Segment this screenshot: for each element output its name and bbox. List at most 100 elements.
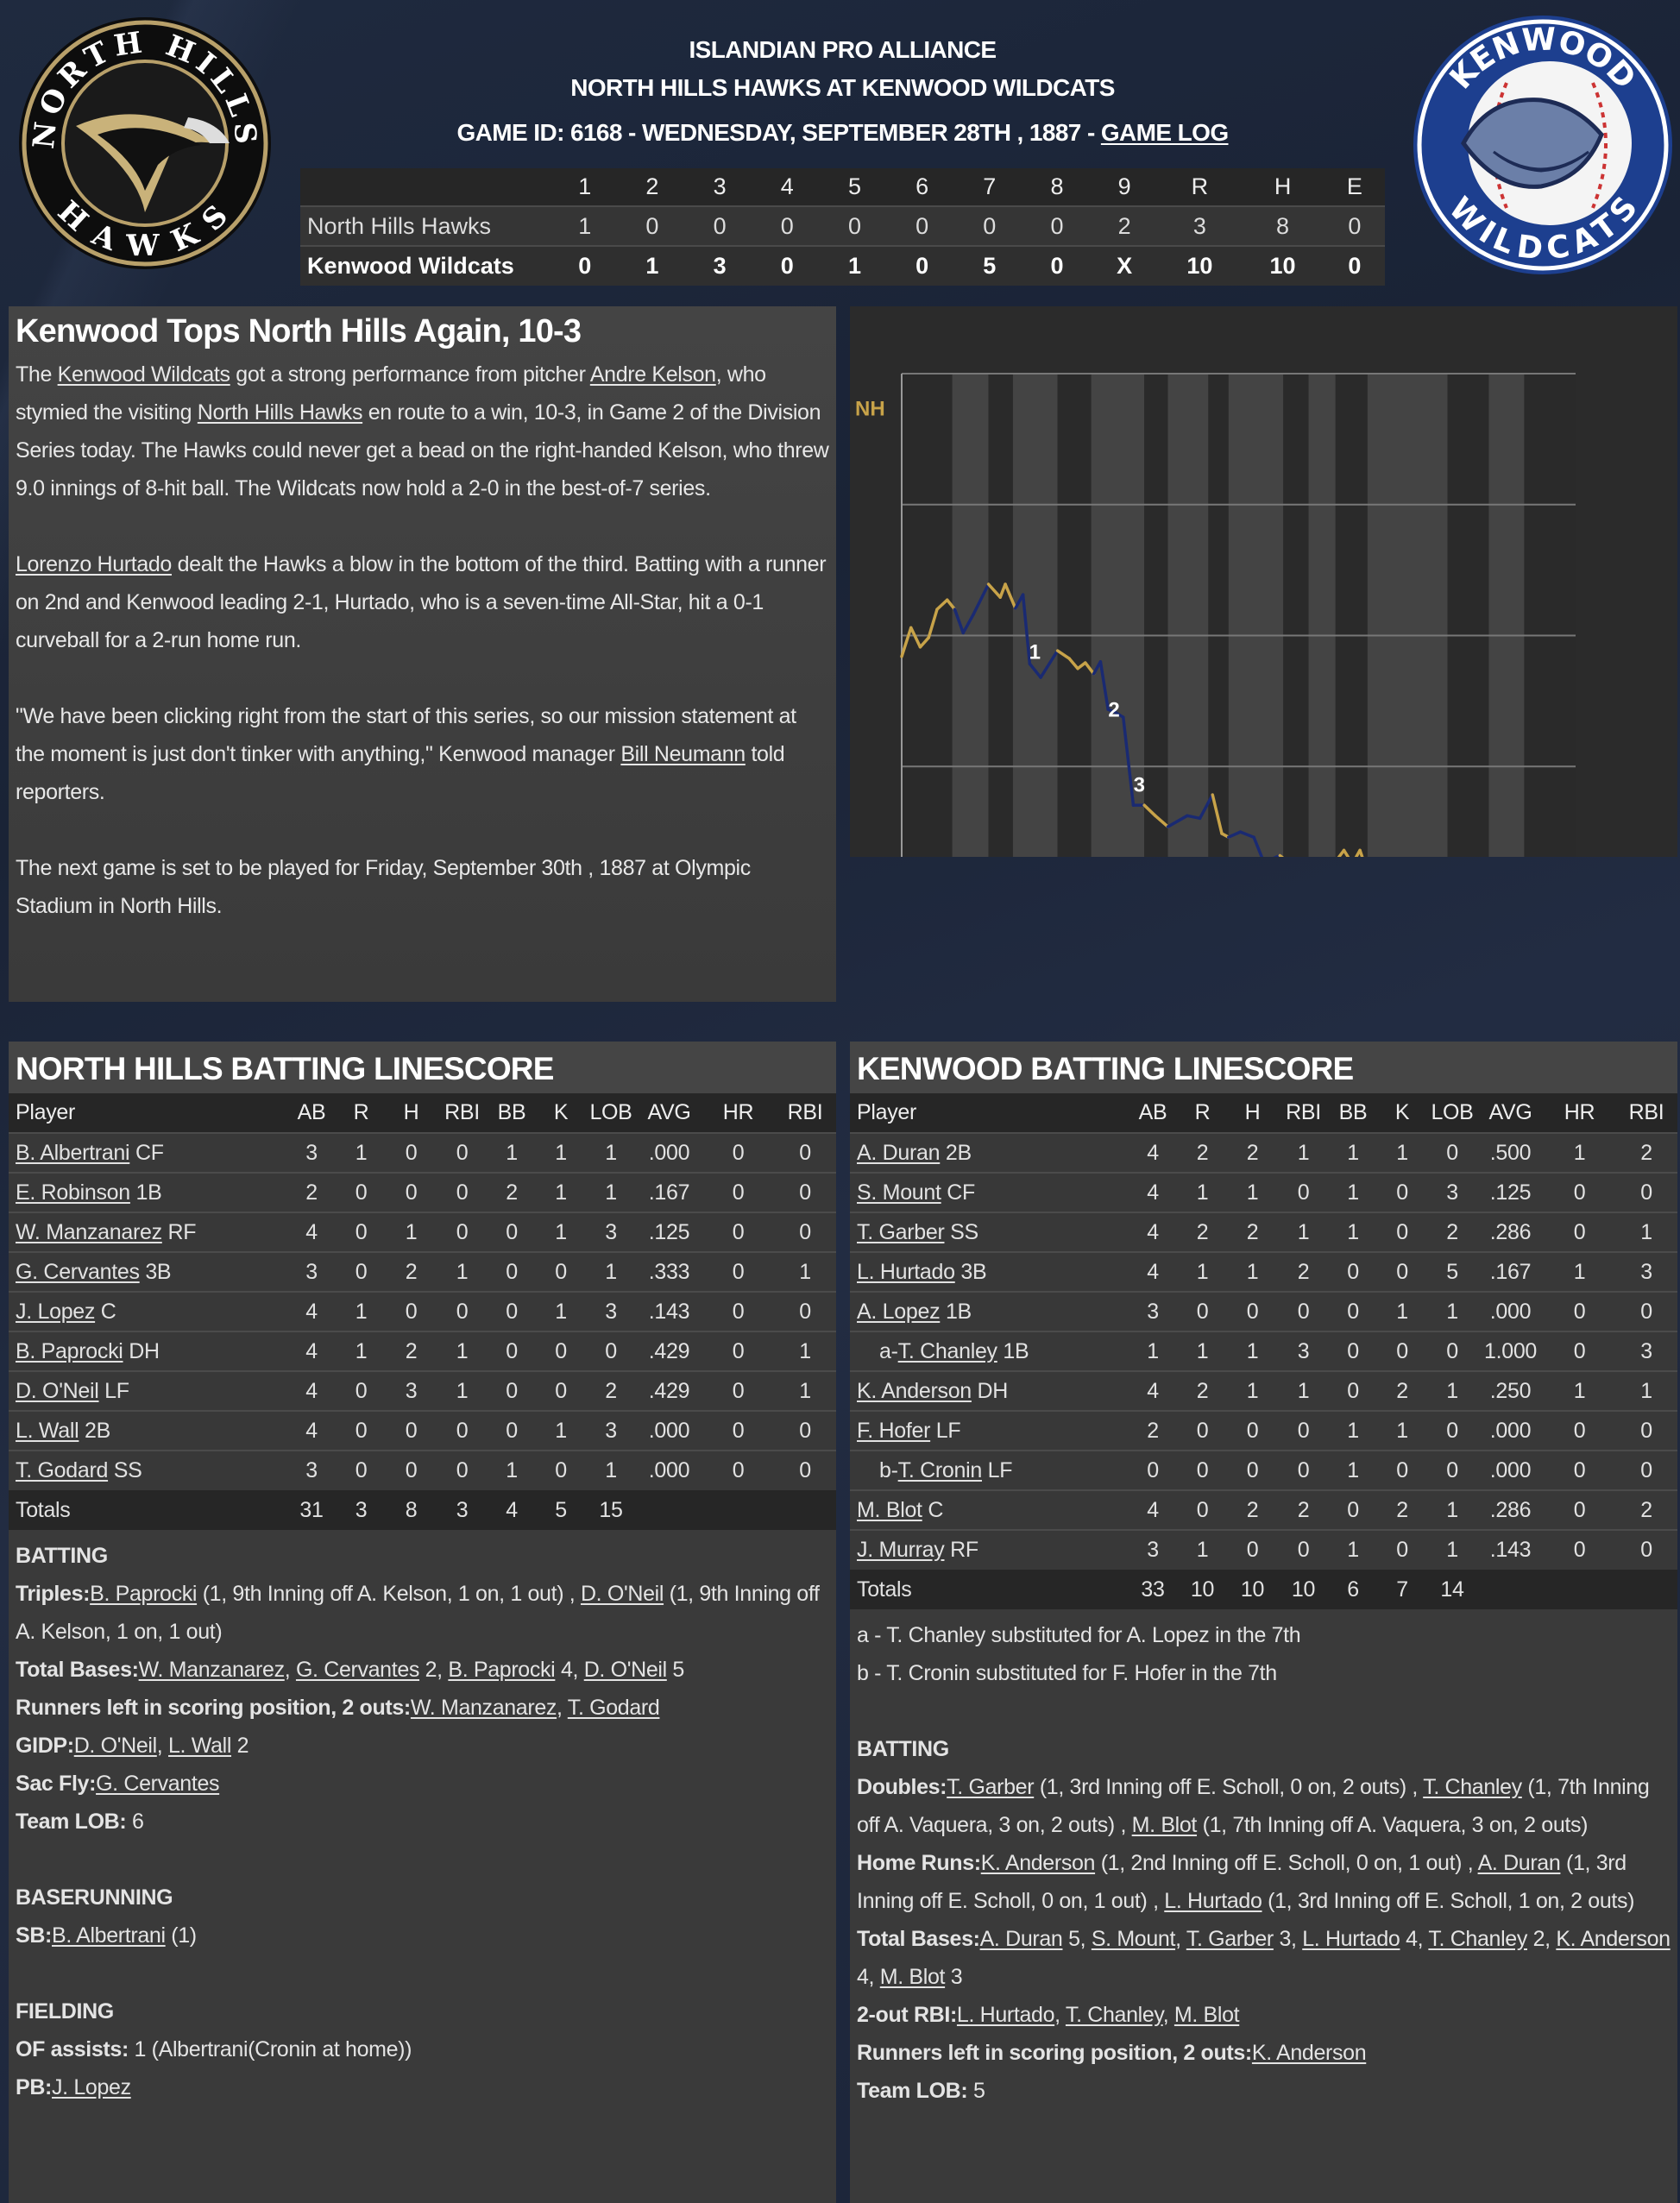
stat-cell: .000	[636, 1450, 702, 1490]
text: (1, 7th Inning off A. Vaquera, 3 on, 2 o…	[857, 1775, 1650, 1837]
player-link[interactable]: D. O'Neil	[16, 1378, 99, 1403]
player-link[interactable]: J. Murray	[857, 1538, 945, 1562]
name-link[interactable]: North Hills Hawks	[197, 400, 363, 425]
name-link[interactable]: Andre Kelson	[589, 362, 716, 387]
player-link[interactable]: A. Lopez	[857, 1299, 941, 1324]
text: got a strong performance from pitcher	[230, 362, 590, 387]
name-link[interactable]: B. Paprocki	[90, 1582, 198, 1606]
stat-cell: 1	[437, 1251, 488, 1292]
stat-cell: .000	[636, 1410, 702, 1451]
note-label: Total Bases:	[857, 1927, 980, 1951]
name-link[interactable]: L. Hurtado	[1164, 1889, 1262, 1913]
stat-cell: 0	[1544, 1212, 1615, 1252]
name-link[interactable]: G. Cervantes	[295, 1658, 420, 1682]
name-link[interactable]: D. O'Neil	[73, 1734, 157, 1758]
name-link[interactable]: M. Blot	[879, 1965, 946, 1989]
name-link[interactable]: K. Anderson	[1556, 1927, 1671, 1951]
player-row: G. Cervantes 3B 3 0 2 1 0 0 1.333 0 1	[9, 1251, 836, 1292]
name-link[interactable]: T. Garber	[1186, 1927, 1274, 1951]
name-link[interactable]: L. Hurtado	[1302, 1927, 1400, 1951]
name-link[interactable]: Kenwood Wildcats	[57, 362, 230, 387]
player-link[interactable]: G. Cervantes	[16, 1259, 140, 1284]
player-link[interactable]: K. Anderson	[857, 1378, 972, 1403]
name-link[interactable]: G. Cervantes	[96, 1772, 220, 1796]
note-line: 2-out RBI:L. Hurtado, T. Chanley, M. Blo…	[857, 1996, 1671, 2034]
stat-cell: .250	[1477, 1370, 1544, 1411]
stat-cell: 0	[488, 1370, 536, 1411]
name-link[interactable]: T. Garber	[947, 1775, 1035, 1799]
name-link[interactable]: B. Paprocki	[448, 1658, 556, 1682]
player-link[interactable]: B. Paprocki	[16, 1338, 123, 1363]
name-link[interactable]: Lorenzo Hurtado	[16, 552, 172, 576]
north-hills-hawks-logo[interactable]: NORTH HILLS HAWKS	[16, 14, 274, 273]
name-link[interactable]: T. Chanley	[1428, 1927, 1527, 1951]
stat-cell: 2	[1178, 1212, 1227, 1252]
game-info: GAME ID: 6168 - WEDNESDAY, SEPTEMBER 28T…	[300, 119, 1385, 147]
column-header: R	[1158, 168, 1242, 206]
name-link[interactable]: K. Anderson	[980, 1851, 1096, 1875]
player-link[interactable]: W. Manzanarez	[16, 1219, 162, 1244]
stat-cell: 0	[774, 1291, 836, 1331]
stat-cell: 3	[1128, 1291, 1178, 1331]
player-link[interactable]: J. Lopez	[16, 1299, 96, 1324]
name-link[interactable]: T. Chanley	[1065, 2003, 1163, 2027]
stat-cell: 4	[1128, 1132, 1178, 1173]
player-position: 3B	[139, 1259, 172, 1284]
player-link[interactable]: L. Wall	[16, 1418, 79, 1443]
game-log-link[interactable]: GAME LOG	[1100, 119, 1229, 146]
bottom-half-band	[1167, 374, 1209, 897]
name-link[interactable]: T. Godard	[567, 1696, 660, 1720]
name-link[interactable]: Bill Neumann	[620, 742, 746, 766]
player-link[interactable]: A. Duran	[857, 1140, 941, 1165]
column-header: H	[1227, 1093, 1278, 1133]
kenwood-wildcats-logo[interactable]: KENWOOD WILDCATS	[1412, 14, 1674, 276]
nh-axis-label: NH	[855, 398, 885, 421]
stat-cell: .000	[1477, 1450, 1544, 1490]
player-link[interactable]: M. Blot	[857, 1497, 922, 1522]
name-link[interactable]: T. Chanley	[1423, 1775, 1522, 1799]
player-link[interactable]: T. Garber	[857, 1219, 945, 1244]
player-link[interactable]: S. Mount	[857, 1180, 941, 1205]
name-link[interactable]: W. Manzanarez	[138, 1658, 285, 1682]
stat-cell: 1	[1427, 1370, 1477, 1411]
player-cell: L. Hurtado 3B	[850, 1251, 1128, 1292]
player-link[interactable]: F. Hofer	[857, 1418, 931, 1443]
name-link[interactable]: M. Blot	[1131, 1813, 1198, 1837]
note-label: GIDP:	[16, 1734, 74, 1758]
name-link[interactable]: W. Manzanarez	[410, 1696, 557, 1720]
player-link[interactable]: E. Robinson	[16, 1180, 130, 1205]
name-link[interactable]: M. Blot	[1173, 2003, 1240, 2027]
name-link[interactable]: A. Duran	[979, 1927, 1063, 1951]
player-link[interactable]: T. Godard	[16, 1458, 109, 1482]
stat-cell: 0	[1427, 1410, 1477, 1451]
player-link[interactable]: B. Albertrani	[16, 1140, 130, 1165]
stat-cell: 3	[1615, 1331, 1677, 1371]
column-header	[300, 168, 551, 206]
stat-cell: .429	[636, 1370, 702, 1411]
note-label: PB:	[16, 2075, 53, 2099]
player-link[interactable]: T. Chanley	[897, 1338, 997, 1363]
player-link[interactable]: L. Hurtado	[857, 1259, 955, 1284]
name-link[interactable]: L. Wall	[168, 1734, 232, 1758]
notes-heading: BATTING	[857, 1737, 949, 1761]
name-link[interactable]: B. Albertrani	[52, 1923, 166, 1948]
player-link[interactable]: T. Cronin	[897, 1457, 983, 1482]
note-line: SB:B. Albertrani (1)	[16, 1917, 829, 1954]
text: , who stymied the visiting	[16, 362, 766, 425]
player-cell: a-T. Chanley 1B	[850, 1331, 1128, 1371]
name-link[interactable]: K. Anderson	[1251, 2041, 1367, 2065]
name-link[interactable]: A. Duran	[1477, 1851, 1561, 1875]
stat-cell: 0	[774, 1450, 836, 1490]
player-cell: B. Paprocki DH	[9, 1331, 286, 1371]
name-link[interactable]: D. O'Neil	[583, 1658, 667, 1682]
stat-cell: 0	[702, 1410, 774, 1451]
win-probability-segment	[986, 582, 1002, 599]
name-link[interactable]: J. Lopez	[52, 2075, 131, 2099]
name-link[interactable]: L. Hurtado	[956, 2003, 1055, 2027]
stat-cell: 2	[1377, 1489, 1427, 1530]
column-header: 5	[821, 168, 889, 206]
name-link[interactable]: D. O'Neil	[580, 1582, 664, 1606]
name-link[interactable]: S. Mount	[1091, 1927, 1176, 1951]
stat-cell: 3	[1615, 1251, 1677, 1292]
stat-cell: 4	[286, 1410, 337, 1451]
